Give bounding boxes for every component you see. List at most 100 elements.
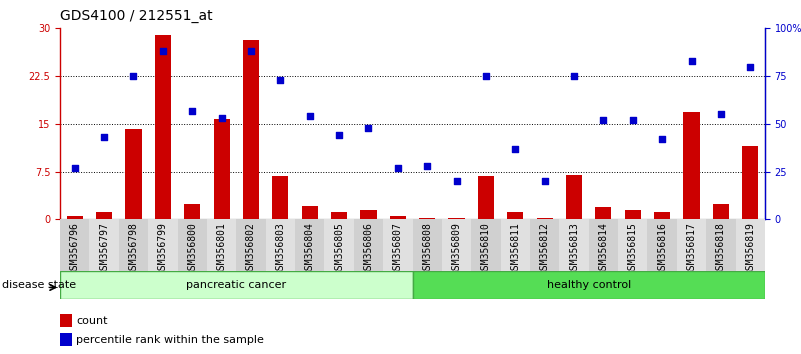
Point xyxy=(127,73,140,79)
Bar xyxy=(155,35,171,219)
Text: GSM356816: GSM356816 xyxy=(657,222,667,275)
Point xyxy=(626,117,639,123)
Point xyxy=(421,163,433,169)
Bar xyxy=(625,210,641,219)
Text: GSM356797: GSM356797 xyxy=(99,222,109,275)
Bar xyxy=(449,218,465,219)
Bar xyxy=(236,219,266,271)
Point xyxy=(244,48,257,54)
Bar xyxy=(559,219,589,271)
Point xyxy=(186,108,199,113)
Bar xyxy=(272,176,288,219)
Text: GSM356808: GSM356808 xyxy=(422,222,433,275)
Text: GSM356801: GSM356801 xyxy=(216,222,227,275)
Text: GSM356818: GSM356818 xyxy=(716,222,726,275)
Bar xyxy=(735,219,765,271)
Bar xyxy=(419,218,435,219)
Bar xyxy=(60,219,90,271)
Point xyxy=(450,178,463,184)
Bar xyxy=(119,219,148,271)
Bar xyxy=(66,216,83,219)
Bar xyxy=(266,219,295,271)
Text: GDS4100 / 212551_at: GDS4100 / 212551_at xyxy=(60,9,213,23)
Point xyxy=(98,135,111,140)
Bar xyxy=(383,219,413,271)
Bar xyxy=(60,333,72,346)
Bar xyxy=(566,175,582,219)
Point xyxy=(480,73,493,79)
Point xyxy=(597,117,610,123)
Bar xyxy=(677,219,706,271)
Bar xyxy=(331,212,347,219)
Bar xyxy=(96,212,112,219)
Bar xyxy=(654,212,670,219)
Bar xyxy=(178,219,207,271)
Bar xyxy=(683,113,699,219)
Text: GSM356807: GSM356807 xyxy=(392,222,403,275)
Bar xyxy=(478,176,494,219)
Point xyxy=(509,146,521,152)
Point xyxy=(304,113,316,119)
Text: disease state: disease state xyxy=(2,280,76,290)
Bar xyxy=(501,219,530,271)
Bar xyxy=(324,219,354,271)
Bar xyxy=(302,206,318,219)
Bar xyxy=(243,40,259,219)
Bar xyxy=(390,216,406,219)
Point xyxy=(68,165,81,171)
Point xyxy=(362,125,375,131)
Text: GSM356796: GSM356796 xyxy=(70,222,80,275)
Bar xyxy=(413,219,442,271)
Bar xyxy=(507,212,523,219)
Text: GSM356817: GSM356817 xyxy=(686,222,697,275)
Bar xyxy=(706,219,735,271)
Bar xyxy=(126,129,142,219)
Text: percentile rank within the sample: percentile rank within the sample xyxy=(76,335,264,345)
Text: GSM356798: GSM356798 xyxy=(128,222,139,275)
Point xyxy=(744,64,757,69)
Text: healthy control: healthy control xyxy=(546,280,631,290)
Bar xyxy=(90,219,119,271)
Text: GSM356809: GSM356809 xyxy=(452,222,461,275)
Bar xyxy=(295,219,324,271)
Bar xyxy=(214,119,230,219)
Text: pancreatic cancer: pancreatic cancer xyxy=(186,280,286,290)
Text: GSM356819: GSM356819 xyxy=(745,222,755,275)
Point xyxy=(156,48,169,54)
Bar xyxy=(60,314,72,327)
Bar xyxy=(60,271,413,299)
Bar xyxy=(743,146,759,219)
Text: GSM356815: GSM356815 xyxy=(628,222,638,275)
Bar xyxy=(413,271,765,299)
Text: GSM356804: GSM356804 xyxy=(304,222,315,275)
Bar xyxy=(360,210,376,219)
Point xyxy=(215,115,228,121)
Point xyxy=(714,112,727,117)
Text: GSM356812: GSM356812 xyxy=(540,222,549,275)
Bar xyxy=(148,219,178,271)
Bar xyxy=(530,219,559,271)
Text: GSM356803: GSM356803 xyxy=(276,222,285,275)
Text: GSM356799: GSM356799 xyxy=(158,222,168,275)
Bar xyxy=(471,219,501,271)
Point xyxy=(392,165,405,171)
Bar xyxy=(589,219,618,271)
Bar xyxy=(537,218,553,219)
Text: GSM356800: GSM356800 xyxy=(187,222,197,275)
Bar xyxy=(647,219,677,271)
Bar xyxy=(595,207,611,219)
Text: GSM356813: GSM356813 xyxy=(569,222,579,275)
Bar xyxy=(354,219,383,271)
Text: GSM356802: GSM356802 xyxy=(246,222,256,275)
Bar xyxy=(207,219,236,271)
Text: GSM356814: GSM356814 xyxy=(598,222,609,275)
Text: GSM356805: GSM356805 xyxy=(334,222,344,275)
Point xyxy=(332,132,345,138)
Text: GSM356806: GSM356806 xyxy=(364,222,373,275)
Text: count: count xyxy=(76,316,107,326)
Text: GSM356811: GSM356811 xyxy=(510,222,521,275)
Text: GSM356810: GSM356810 xyxy=(481,222,491,275)
Bar xyxy=(184,204,200,219)
Bar xyxy=(442,219,471,271)
Bar xyxy=(618,219,647,271)
